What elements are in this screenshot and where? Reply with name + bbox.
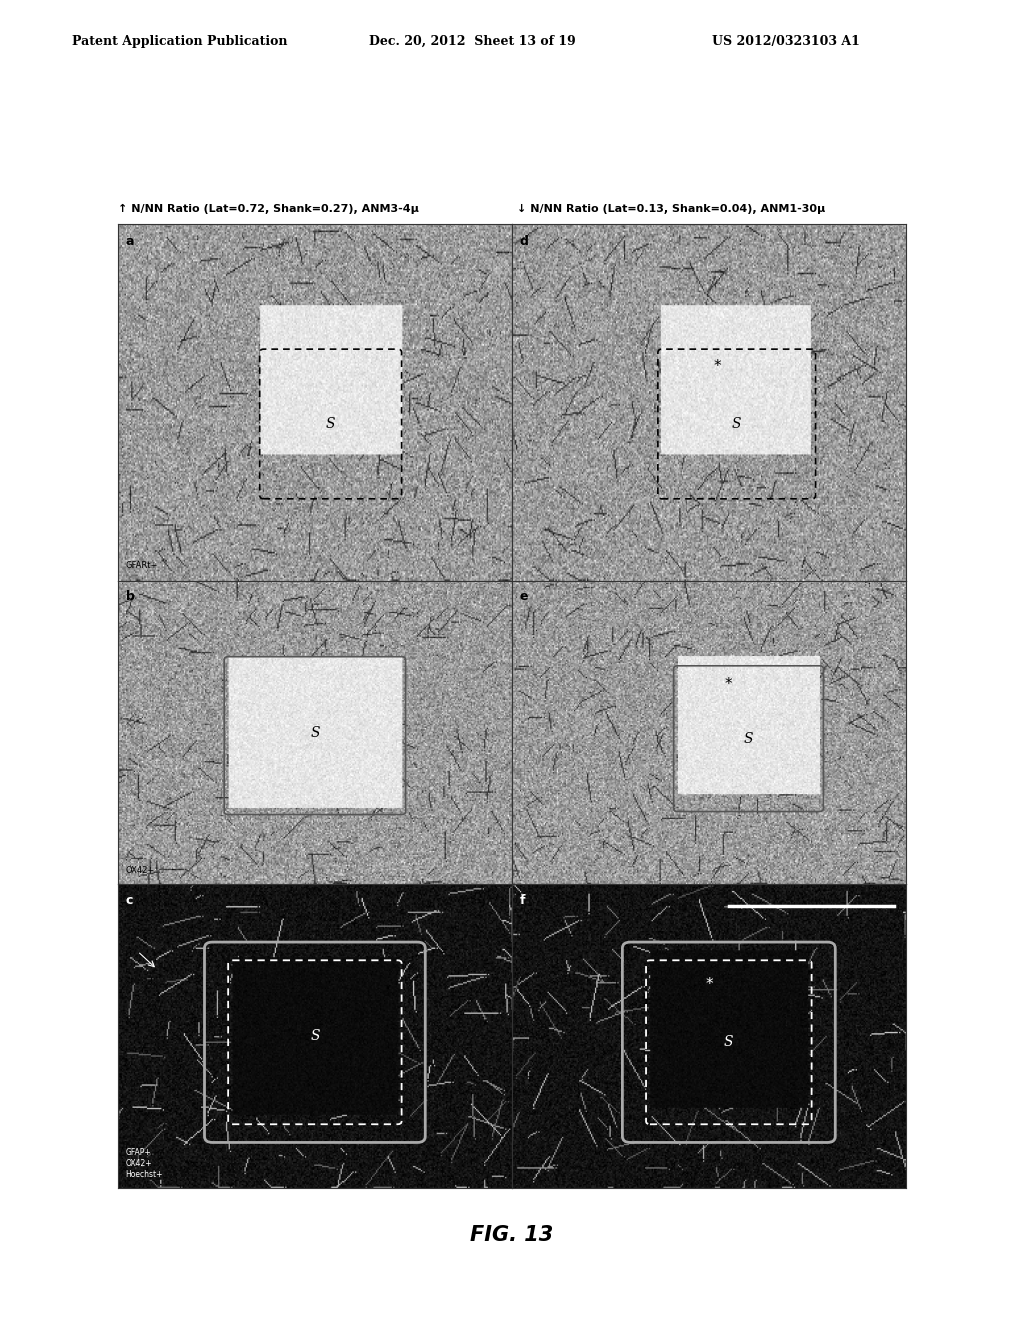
Text: *: * bbox=[725, 677, 732, 692]
Text: OX42+: OX42+ bbox=[126, 866, 155, 875]
Text: *: * bbox=[713, 359, 721, 375]
Text: FIG. 13: FIG. 13 bbox=[470, 1225, 554, 1245]
Text: e: e bbox=[520, 590, 528, 603]
Text: S: S bbox=[743, 731, 754, 746]
Text: S: S bbox=[326, 417, 336, 432]
Text: S: S bbox=[724, 1035, 733, 1049]
Text: c: c bbox=[126, 894, 133, 907]
Text: S: S bbox=[310, 726, 319, 739]
Text: US 2012/0323103 A1: US 2012/0323103 A1 bbox=[712, 34, 859, 48]
Text: *: * bbox=[706, 977, 713, 993]
Text: Patent Application Publication: Patent Application Publication bbox=[72, 34, 287, 48]
Text: a: a bbox=[126, 235, 134, 248]
Text: b: b bbox=[126, 590, 134, 603]
Text: ↓ N/NN Ratio (Lat=0.13, Shank=0.04), ANM1-30μ: ↓ N/NN Ratio (Lat=0.13, Shank=0.04), ANM… bbox=[517, 203, 825, 214]
Text: d: d bbox=[520, 235, 528, 248]
Text: Dec. 20, 2012  Sheet 13 of 19: Dec. 20, 2012 Sheet 13 of 19 bbox=[369, 34, 575, 48]
Text: S: S bbox=[732, 417, 741, 432]
Text: GFAP+
OX42+
Hoechst+: GFAP+ OX42+ Hoechst+ bbox=[126, 1147, 163, 1179]
Text: f: f bbox=[520, 894, 525, 907]
Text: GFARt+: GFARt+ bbox=[126, 561, 158, 570]
Text: S: S bbox=[310, 1030, 319, 1043]
Text: ↑ N/NN Ratio (Lat=0.72, Shank=0.27), ANM3-4μ: ↑ N/NN Ratio (Lat=0.72, Shank=0.27), ANM… bbox=[118, 203, 419, 214]
